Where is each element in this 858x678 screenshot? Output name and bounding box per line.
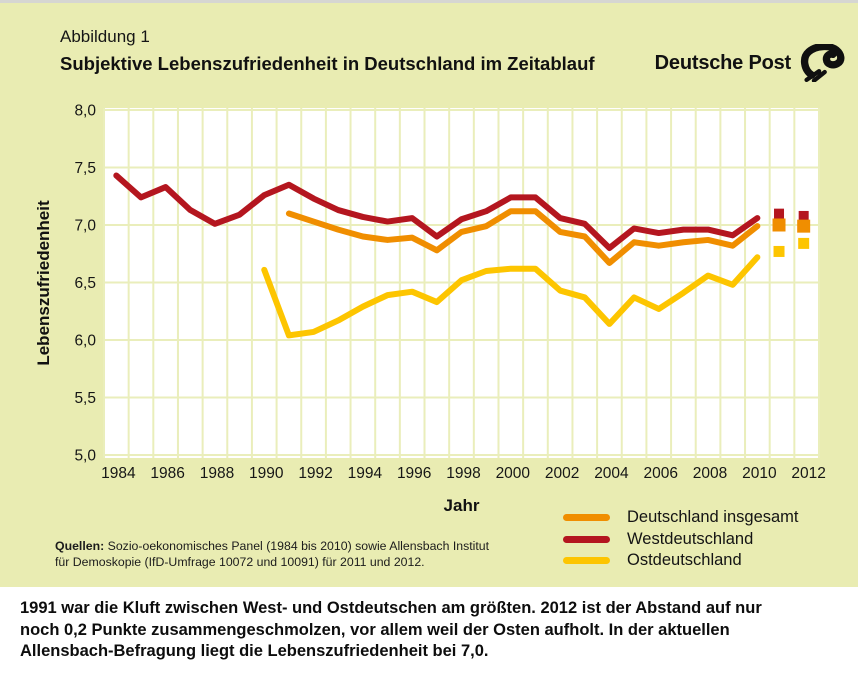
header: Abbildung 1 Subjektive Lebenszufriedenhe…	[60, 27, 595, 75]
y-tick-label: 5,5	[74, 390, 96, 407]
legend-label: Ostdeutschland	[627, 551, 742, 569]
x-tick-label: 1988	[200, 465, 234, 482]
caption-line: Allensbach-Befragung liegt die Lebenszuf…	[20, 642, 489, 660]
x-tick-label: 1998	[446, 465, 480, 482]
source-label: Quellen:	[55, 539, 105, 553]
legend: Deutschland insgesamt Westdeutschland Ostd…	[563, 508, 799, 574]
x-tick-label: 2006	[643, 465, 677, 482]
x-tick-label: 1994	[348, 465, 383, 482]
survey-marker-ost-2012	[798, 237, 810, 249]
brand-name: Deutsche Post	[654, 51, 792, 74]
x-tick-label: 2004	[594, 465, 629, 482]
x-tick-label: 1992	[298, 465, 332, 482]
x-tick-label: 1986	[150, 465, 184, 482]
x-tick-label: 2012	[791, 465, 825, 482]
y-tick-label: 8,0	[74, 103, 96, 120]
x-tick-label: 2010	[742, 465, 777, 482]
caption: 1991 war die Kluft zwischen West- und Os…	[0, 587, 858, 678]
x-tick-label: 1996	[397, 465, 431, 482]
legend-swatch-west	[563, 535, 610, 543]
y-tick-label: 7,0	[74, 218, 96, 235]
y-tick-label: 6,5	[74, 275, 96, 292]
source-note: Quellen: Sozio-oekonomisches Panel (1984…	[55, 539, 489, 570]
survey-marker-total-2012	[797, 219, 811, 233]
y-tick-label: 7,5	[74, 160, 96, 177]
survey-marker-ost-2011	[773, 245, 785, 257]
survey-marker-west-2011	[774, 208, 785, 221]
legend-label: Deutschland insgesamt	[627, 508, 799, 526]
legend-label: Westdeutschland	[627, 529, 754, 548]
survey-marker-west-2012	[798, 210, 809, 223]
x-tick-label: 1984	[101, 465, 136, 482]
life-satisfaction-chart: 1984 1986 1988 1990 1992 1994 1996 1998 2000 2002…	[74, 103, 825, 483]
y-tick-label: 5,0	[74, 448, 96, 465]
x-tick-label: 2002	[545, 465, 579, 482]
brand-logo: Deutsche Post	[655, 44, 846, 82]
caption-line: noch 0,2 Punkte zusammengeschmolzen, vor…	[20, 620, 730, 639]
legend-swatch-ost	[563, 557, 610, 564]
survey-marker-total-2011	[772, 218, 786, 232]
page-title: Subjektive Lebenszufriedenheit in Deutsc…	[60, 53, 595, 74]
x-tick-label: 1990	[249, 465, 284, 482]
legend-swatch-total	[563, 514, 610, 521]
x-axis-title: Jahr	[443, 496, 480, 515]
x-tick-label: 2008	[693, 465, 727, 482]
legend-item-west: Westdeutschland	[563, 529, 799, 548]
source-line: Quellen: Sozio-oekonomisches Panel (1984…	[55, 539, 489, 555]
figure-label: Abbildung 1	[60, 27, 150, 46]
series-line-west	[113, 172, 761, 251]
series-line-ost	[261, 254, 761, 339]
x-tick-label: 2000	[496, 465, 531, 482]
posthorn-icon	[800, 44, 845, 82]
legend-item-total: Deutschland insgesamt	[563, 508, 799, 526]
source-text: Sozio-oekonomisches Panel (1984 bis 2010…	[107, 539, 490, 553]
y-axis-title: Lebenszufriedenheit	[34, 200, 53, 366]
caption-line: 1991 war die Kluft zwischen West- und Os…	[20, 599, 762, 617]
y-tick-label: 6,0	[74, 333, 96, 350]
top-border	[0, 0, 858, 3]
series-line-total	[285, 208, 761, 266]
legend-item-ost: Ostdeutschland	[563, 551, 799, 569]
source-text: für Demoskopie (IfD-Umfrage 10072 und 10…	[55, 554, 425, 569]
